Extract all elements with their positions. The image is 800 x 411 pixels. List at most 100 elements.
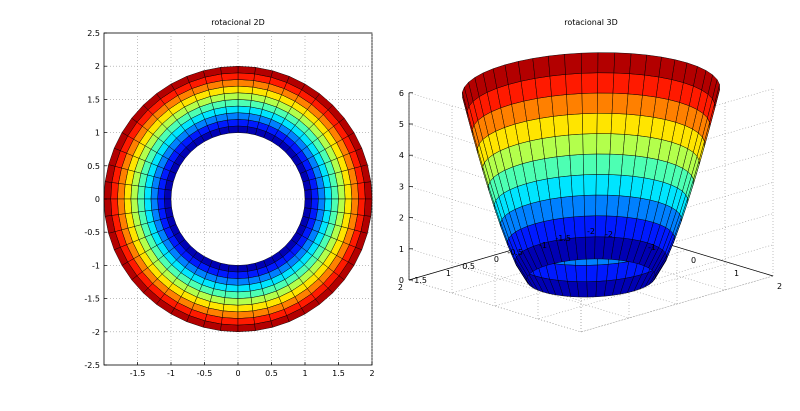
surface-cell (337, 184, 346, 200)
surface-cell (222, 85, 239, 94)
surface-cell (554, 134, 571, 157)
y-tick-label: -2 (587, 227, 595, 236)
z-tick-label: 1 (399, 245, 404, 254)
y-tick-label: -1 (92, 261, 100, 270)
surface-cell (317, 198, 326, 211)
surface-cell (586, 264, 598, 283)
y-tick-label: -2 (92, 328, 100, 337)
surface-cell (596, 153, 611, 175)
surface-cell (237, 112, 250, 121)
surface-cell (609, 133, 625, 155)
z-tick-label: 6 (399, 89, 404, 98)
surface-cell (363, 198, 373, 217)
surface-cell (237, 79, 254, 88)
surface-cell (237, 317, 255, 326)
surface-cell (537, 95, 554, 119)
x-tick-label: 0.5 (265, 369, 278, 378)
x-tick-label: -1.5 (130, 369, 146, 378)
surface-cell (330, 198, 339, 213)
surface-cell (224, 290, 239, 299)
surface-cell (644, 54, 662, 78)
z-tick-label: 2 (399, 214, 404, 223)
surface-cell (237, 297, 253, 306)
surface-cell (548, 54, 566, 77)
y-tick-label: 1.5 (87, 95, 100, 104)
surface-cell (228, 264, 239, 273)
surface-cell (337, 198, 346, 214)
surface-cell (357, 182, 366, 200)
surface-cell (225, 105, 239, 114)
y-tick-label: 1 (95, 129, 100, 138)
surface-cell (227, 271, 239, 279)
surface-cell (539, 116, 556, 139)
surface-cell (627, 73, 645, 96)
surface-cell (226, 277, 239, 286)
y-tick-label: 2.5 (87, 29, 100, 38)
surface-cell (237, 99, 252, 108)
surface-cell (103, 181, 113, 200)
surface-cell (157, 188, 166, 200)
y-tick-label: -1 (539, 241, 547, 250)
surface-cell (580, 52, 599, 74)
surface-cell (523, 98, 540, 122)
surface-cell (610, 113, 627, 135)
x-tick-label: 1 (302, 369, 307, 378)
surface-cell (304, 198, 312, 209)
plot-3d-title: rotacional 3D (564, 18, 618, 27)
z-tick-label: 4 (399, 151, 404, 160)
surface-cell (150, 187, 159, 200)
surface-cell (581, 72, 599, 94)
surface-cell (130, 198, 139, 214)
surface-cell (582, 153, 597, 176)
surface-cell (541, 136, 558, 159)
surface-cell (123, 184, 132, 200)
surface-cell (534, 75, 552, 99)
surface-cell (137, 198, 146, 213)
surface-cell (222, 79, 239, 88)
y-tick-label: 1.5 (414, 276, 427, 285)
surface-cell (575, 265, 588, 282)
surface-cell (344, 184, 353, 200)
surface-cell (569, 154, 584, 176)
z-tick-label: 0 (399, 276, 404, 285)
plot-2d: -1.5 -1 -0.5 0 0.5 1 1.5 2 2.5 2 1.5 1 0.5 0 -0.5 -1 -1.… (84, 18, 374, 378)
surface-cell (357, 198, 366, 216)
surface-cell (237, 323, 256, 333)
surface-cell (221, 72, 239, 81)
surface-cell (237, 290, 252, 299)
plot-2d-title: rotacional 2D (211, 18, 265, 27)
surface-cell (551, 94, 568, 117)
surface-cell (164, 189, 172, 200)
plot-2d-surface (103, 65, 373, 333)
surface-cell (110, 182, 119, 200)
surface-cell (520, 78, 538, 102)
surface-cell (570, 174, 585, 197)
surface-cell (556, 155, 572, 178)
surface-cell (317, 187, 326, 200)
surface-cell (567, 113, 583, 136)
surface-cell (363, 181, 373, 200)
x-tick-label: 1.5 (332, 369, 345, 378)
surface-cell (117, 183, 126, 200)
surface-cell (237, 92, 253, 101)
x-tick-label: -0.5 (197, 369, 213, 378)
surface-cell (237, 271, 249, 279)
surface-cell (237, 72, 255, 81)
surface-cell (566, 93, 583, 115)
y-tick-label: 1 (446, 269, 451, 278)
surface-cell (237, 105, 251, 114)
surface-cell (164, 198, 172, 209)
y-tick-label: 2 (398, 283, 403, 292)
surface-cell (596, 133, 612, 155)
surface-cell (583, 194, 597, 217)
surface-cell (565, 73, 583, 95)
surface-cell (123, 198, 132, 214)
surface-cell (220, 65, 239, 75)
surface-cell (330, 185, 339, 200)
surface-cell (225, 284, 239, 293)
surface-cell (558, 175, 573, 198)
surface-cell (310, 198, 319, 210)
